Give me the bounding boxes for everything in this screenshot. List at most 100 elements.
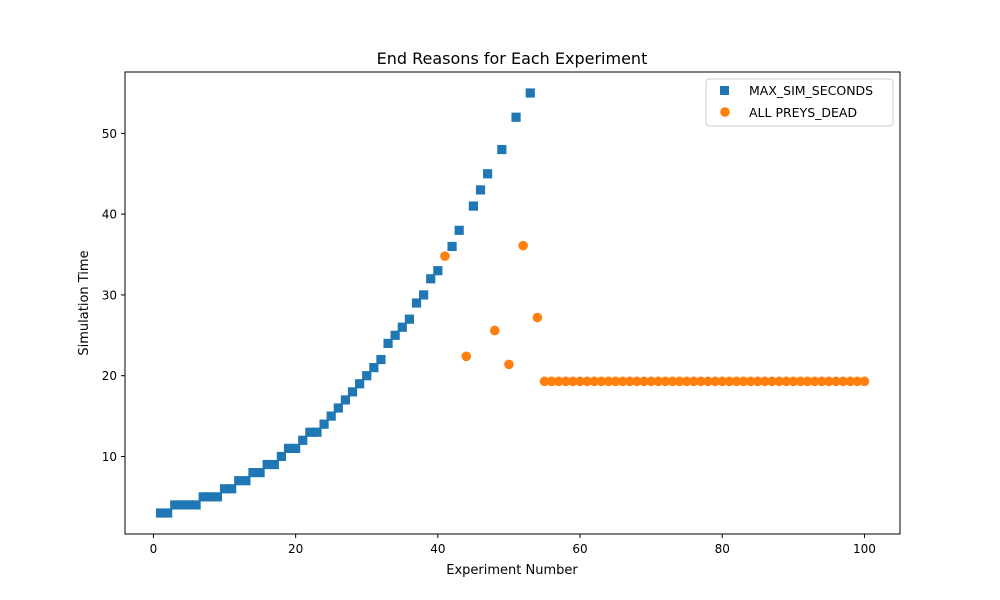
legend-frame bbox=[705, 78, 894, 127]
circle-point-46 bbox=[824, 376, 834, 387]
square-point-10 bbox=[227, 484, 237, 494]
square-point-14 bbox=[255, 468, 265, 478]
square-point-37 bbox=[419, 290, 429, 300]
circle-point-31 bbox=[717, 376, 728, 387]
square-point-11 bbox=[234, 476, 244, 486]
x-tick-label-80: 80 bbox=[715, 542, 730, 556]
legend-label-max-sim-seconds: MAX_SIM_SECONDS bbox=[749, 83, 873, 98]
circle-point-42 bbox=[795, 376, 806, 387]
circle-point-49 bbox=[845, 376, 856, 387]
square-point-19 bbox=[291, 443, 301, 453]
circle-point-24 bbox=[667, 376, 678, 387]
square-point-0 bbox=[155, 508, 166, 518]
x-tick-label-20: 20 bbox=[288, 542, 303, 556]
square-point-13 bbox=[248, 468, 258, 478]
circle-point-22 bbox=[653, 376, 664, 387]
square-point-24 bbox=[326, 411, 336, 421]
circle-point-43 bbox=[802, 376, 813, 387]
square-point-23 bbox=[319, 419, 329, 429]
circle-point-4 bbox=[518, 240, 528, 251]
square-point-44 bbox=[483, 169, 493, 179]
legend-label-all-preys-dead: ALL PREYS_DEAD bbox=[749, 105, 857, 120]
y-tick-label-20: 20 bbox=[102, 369, 117, 383]
square-point-43 bbox=[475, 185, 486, 195]
y-tick-label-10: 10 bbox=[102, 450, 117, 464]
circle-point-21 bbox=[646, 376, 656, 387]
series-0 bbox=[155, 88, 535, 518]
circle-point-10 bbox=[568, 376, 578, 387]
square-point-30 bbox=[369, 363, 379, 373]
square-point-16 bbox=[269, 459, 279, 470]
circle-point-3 bbox=[504, 359, 514, 370]
circle-point-37 bbox=[760, 376, 770, 387]
y-tick-label-30: 30 bbox=[102, 288, 117, 302]
circle-point-51 bbox=[859, 376, 870, 387]
y-tick-label-40: 40 bbox=[102, 208, 117, 222]
circle-point-28 bbox=[696, 376, 706, 387]
square-point-9 bbox=[219, 484, 230, 494]
circle-point-27 bbox=[689, 376, 699, 387]
x-tick-label-60: 60 bbox=[572, 542, 587, 556]
circle-point-47 bbox=[831, 376, 841, 387]
circle-point-29 bbox=[703, 376, 713, 387]
circle-point-36 bbox=[752, 376, 763, 387]
legend-marker-all-preys-dead bbox=[720, 107, 730, 117]
circle-point-13 bbox=[589, 376, 600, 387]
square-point-1 bbox=[163, 508, 173, 518]
y-tick-label-50: 50 bbox=[102, 127, 117, 141]
legend: MAX_SIM_SECONDS ALL PREYS_DEAD bbox=[705, 78, 894, 127]
square-point-2 bbox=[170, 500, 180, 510]
circle-point-44 bbox=[809, 376, 820, 387]
square-point-7 bbox=[205, 492, 215, 502]
square-point-12 bbox=[241, 476, 251, 486]
square-point-35 bbox=[404, 314, 415, 324]
circle-point-23 bbox=[660, 376, 671, 387]
y-axis-label: Simulation Time bbox=[77, 250, 92, 355]
square-point-47 bbox=[525, 88, 535, 98]
square-point-32 bbox=[383, 338, 393, 348]
square-point-26 bbox=[340, 395, 351, 405]
square-point-5 bbox=[191, 500, 201, 510]
circle-point-35 bbox=[745, 376, 756, 387]
x-axis-label: Experiment Number bbox=[446, 563, 578, 578]
circle-point-19 bbox=[632, 376, 642, 387]
circle-point-18 bbox=[625, 376, 635, 387]
square-point-29 bbox=[362, 371, 372, 381]
circle-point-26 bbox=[681, 376, 692, 387]
circle-point-5 bbox=[532, 312, 543, 323]
square-point-25 bbox=[333, 403, 343, 413]
chart-title: End Reasons for Each Experiment bbox=[377, 49, 648, 68]
circle-point-40 bbox=[781, 376, 792, 387]
circle-point-20 bbox=[639, 376, 649, 387]
circle-point-50 bbox=[852, 376, 863, 387]
square-point-15 bbox=[262, 459, 272, 470]
square-point-42 bbox=[468, 201, 478, 211]
square-point-3 bbox=[177, 500, 187, 510]
circle-point-16 bbox=[610, 376, 621, 387]
data-points bbox=[155, 88, 870, 518]
circle-point-9 bbox=[561, 376, 571, 387]
axis-ticks: 0 20 40 60 80 100 10 20 30 40 50 bbox=[102, 127, 876, 556]
circle-point-48 bbox=[838, 376, 848, 387]
square-point-36 bbox=[411, 298, 422, 308]
square-point-41 bbox=[454, 225, 464, 235]
square-point-21 bbox=[305, 427, 315, 437]
circle-point-14 bbox=[596, 376, 607, 387]
square-point-39 bbox=[433, 266, 443, 276]
plot-area-frame bbox=[124, 71, 901, 535]
circle-point-11 bbox=[575, 376, 585, 387]
square-point-4 bbox=[184, 500, 194, 510]
circle-point-33 bbox=[731, 376, 742, 387]
circle-point-1 bbox=[461, 351, 472, 362]
circle-point-7 bbox=[546, 376, 557, 387]
square-point-20 bbox=[298, 435, 308, 445]
series-1 bbox=[440, 240, 870, 387]
circle-point-41 bbox=[788, 376, 799, 387]
circle-point-32 bbox=[724, 376, 735, 387]
circle-point-15 bbox=[603, 376, 614, 387]
square-point-40 bbox=[447, 241, 457, 252]
square-point-33 bbox=[390, 330, 400, 340]
circle-point-17 bbox=[617, 376, 628, 387]
circle-point-6 bbox=[539, 376, 550, 387]
circle-point-25 bbox=[674, 376, 685, 387]
